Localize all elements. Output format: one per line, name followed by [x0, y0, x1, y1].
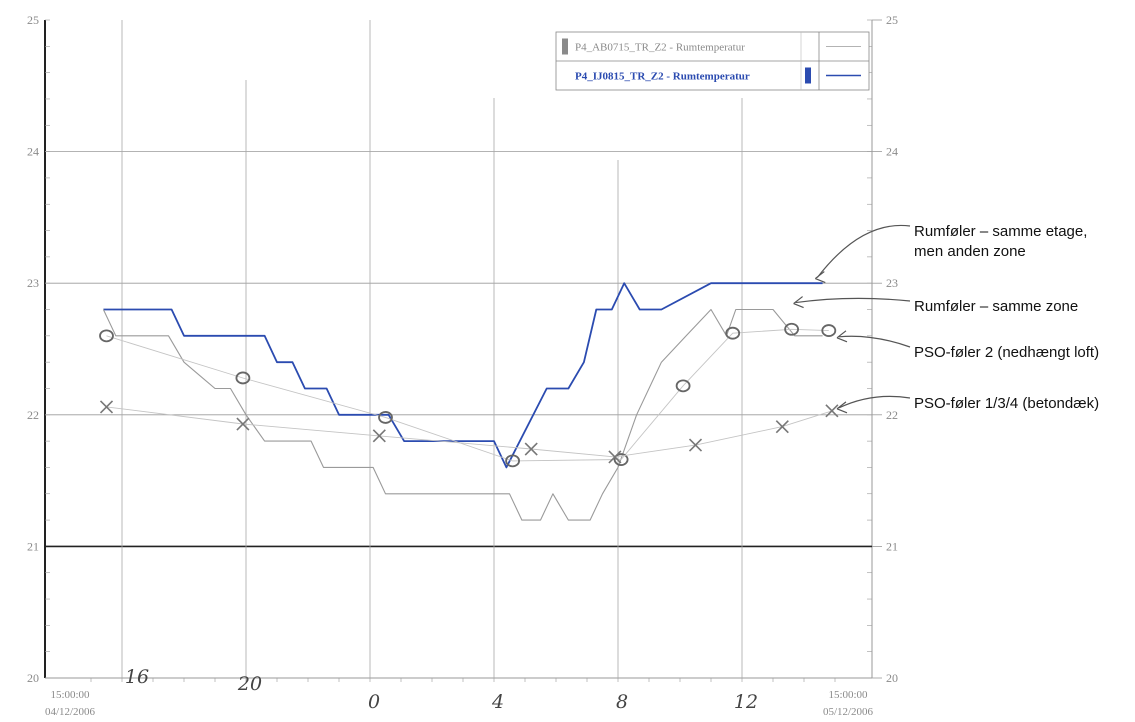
y-tick-right-25: 25 [886, 13, 898, 27]
series-line-ij0815 [103, 283, 822, 467]
y-tick-left-25: 25 [27, 13, 39, 27]
hand-mark-x [690, 439, 702, 451]
annotation-arrow-2 [839, 336, 910, 347]
annotation-arrow-0 [817, 225, 910, 277]
annotation-text-0: Rumføler – samme etage, [914, 223, 1087, 240]
tick-labels: 20 20 21 21 22 22 23 23 24 24 25 25 16 20 0 4 8 12 15:00:0… [27, 13, 898, 718]
x-hand-label-20: 20 [237, 673, 262, 695]
legend-swatch-1 [805, 68, 811, 84]
annotation-arrowhead-3 [837, 402, 847, 413]
x-start-time: 15:00:00 [50, 689, 90, 701]
annotation-text-0: men anden zone [914, 243, 1026, 260]
y-tick-left-20: 20 [27, 671, 39, 685]
x-hand-label-12: 12 [734, 691, 758, 713]
series-layer [103, 283, 822, 520]
x-end-date: 05/12/2006 [823, 706, 874, 718]
y-tick-right-21: 21 [886, 539, 898, 553]
hand-mark-x [776, 421, 788, 433]
y-tick-right-23: 23 [886, 276, 898, 290]
x-hand-label-4: 4 [491, 691, 504, 713]
annotation-text-2: PSO-føler 2 (nedhængt loft) [914, 344, 1099, 361]
annotation-text-3: PSO-føler 1/3/4 (betondæk) [914, 395, 1099, 412]
grid [45, 20, 872, 678]
y-tick-left-23: 23 [27, 276, 39, 290]
hand-mark-x [101, 401, 113, 413]
y-tick-left-24: 24 [27, 145, 39, 159]
x-end-time: 15:00:00 [828, 689, 868, 701]
legend: P4_AB0715_TR_Z2 - Rumtemperatur P4_IJ0815… [556, 32, 869, 90]
y-tick-right-24: 24 [886, 145, 898, 159]
plot-frame [45, 20, 882, 682]
annotation-text-1: Rumføler – samme zone [914, 298, 1078, 315]
legend-label-1: P4_IJ0815_TR_Z2 - Rumtemperatur [575, 71, 750, 83]
x-hand-label-0: 0 [368, 691, 380, 713]
x-start-date: 04/12/2006 [45, 706, 96, 718]
annotation-arrow-1 [796, 298, 910, 302]
annotation-arrow-3 [839, 396, 910, 407]
x-hand-label-16: 16 [125, 666, 149, 688]
hand-marks-layer [100, 324, 838, 467]
annotations: Rumføler – samme etage, men anden zone Rum… [794, 223, 1099, 413]
y-tick-left-22: 22 [27, 408, 39, 422]
legend-label-0: P4_AB0715_TR_Z2 - Rumtemperatur [575, 42, 745, 54]
y-tick-right-20: 20 [886, 671, 898, 685]
y-tick-left-21: 21 [27, 539, 39, 553]
legend-swatch-0 [562, 39, 568, 55]
y-tick-right-22: 22 [886, 408, 898, 422]
x-hand-label-8: 8 [616, 691, 628, 713]
